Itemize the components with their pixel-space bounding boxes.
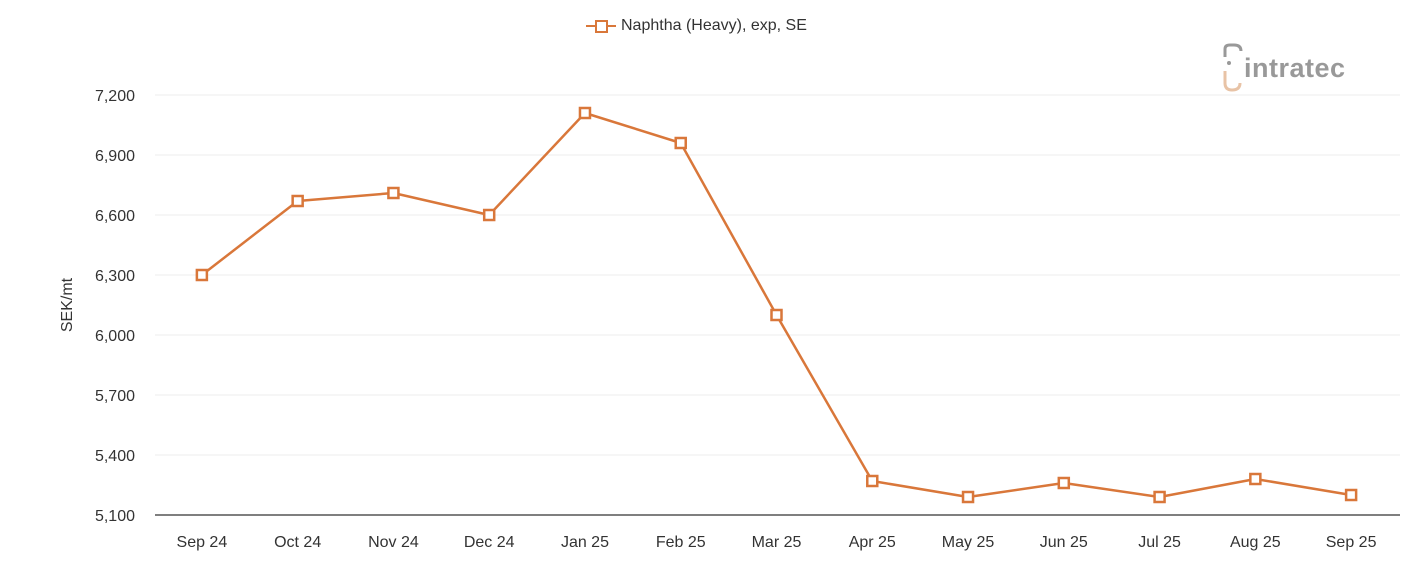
- x-tick-label: Jan 25: [561, 534, 609, 551]
- data-point-square-marker[interactable]: [195, 268, 209, 282]
- logo-mark-icon: [1223, 43, 1243, 92]
- y-tick-label: 5,700: [95, 388, 135, 405]
- x-tick-label: Nov 24: [368, 534, 419, 551]
- legend-square-marker-icon: [586, 19, 616, 33]
- y-tick-label: 6,300: [95, 268, 135, 285]
- data-point-square-marker[interactable]: [961, 490, 975, 504]
- x-tick-label: Apr 25: [849, 534, 896, 551]
- x-tick-label: Aug 25: [1230, 534, 1281, 551]
- data-point-square-marker[interactable]: [482, 208, 496, 222]
- data-point-square-marker[interactable]: [578, 106, 592, 120]
- y-tick-label: 5,400: [95, 448, 135, 465]
- logo-text: intratec: [1244, 52, 1346, 83]
- chart-legend[interactable]: Naphtha (Heavy), exp, SE: [586, 17, 807, 35]
- data-point-square-marker[interactable]: [770, 308, 783, 322]
- series-naphtha-heavy: [195, 106, 1358, 504]
- x-tick-label: Jun 25: [1040, 534, 1088, 551]
- x-tick-label: Oct 24: [274, 534, 321, 551]
- x-tick-label: Sep 25: [1326, 534, 1377, 551]
- data-point-square-marker[interactable]: [1153, 490, 1166, 504]
- legend-label: Naphtha (Heavy), exp, SE: [621, 17, 807, 34]
- y-tick-label: 6,900: [95, 148, 135, 165]
- data-point-square-marker[interactable]: [1057, 476, 1071, 490]
- data-point-square-marker[interactable]: [1344, 488, 1358, 502]
- intratec-logo: intratec: [1222, 43, 1346, 93]
- series-line: [201, 111, 1352, 499]
- x-tick-label: May 25: [942, 534, 995, 551]
- data-point-square-marker[interactable]: [291, 194, 304, 208]
- data-point-square-marker[interactable]: [1249, 472, 1262, 486]
- x-tick-label: Feb 25: [656, 534, 706, 551]
- y-tick-label: 7,200: [95, 88, 135, 105]
- x-tick-label: Jul 25: [1138, 534, 1181, 551]
- data-point-square-marker[interactable]: [674, 136, 687, 150]
- data-point-square-marker[interactable]: [387, 186, 400, 200]
- y-tick-label: 6,000: [95, 328, 135, 345]
- data-point-square-marker[interactable]: [866, 474, 879, 488]
- x-tick-label: Mar 25: [752, 534, 802, 551]
- x-tick-label: Sep 24: [177, 534, 228, 551]
- y-axis: 5,100 5,400 5,700 6,000 6,300 6,600 6,900 7,200: [95, 88, 135, 525]
- x-axis: Sep 24 Oct 24 Nov 24 Dec 24 Jan 25 Feb 25 Mar …: [155, 514, 1400, 551]
- gridlines: [155, 94, 1400, 456]
- x-tick-label: Dec 24: [464, 534, 515, 551]
- y-axis-label: SEK/mt: [59, 277, 76, 332]
- y-tick-label: 5,100: [95, 508, 135, 525]
- y-tick-label: 6,600: [95, 208, 135, 225]
